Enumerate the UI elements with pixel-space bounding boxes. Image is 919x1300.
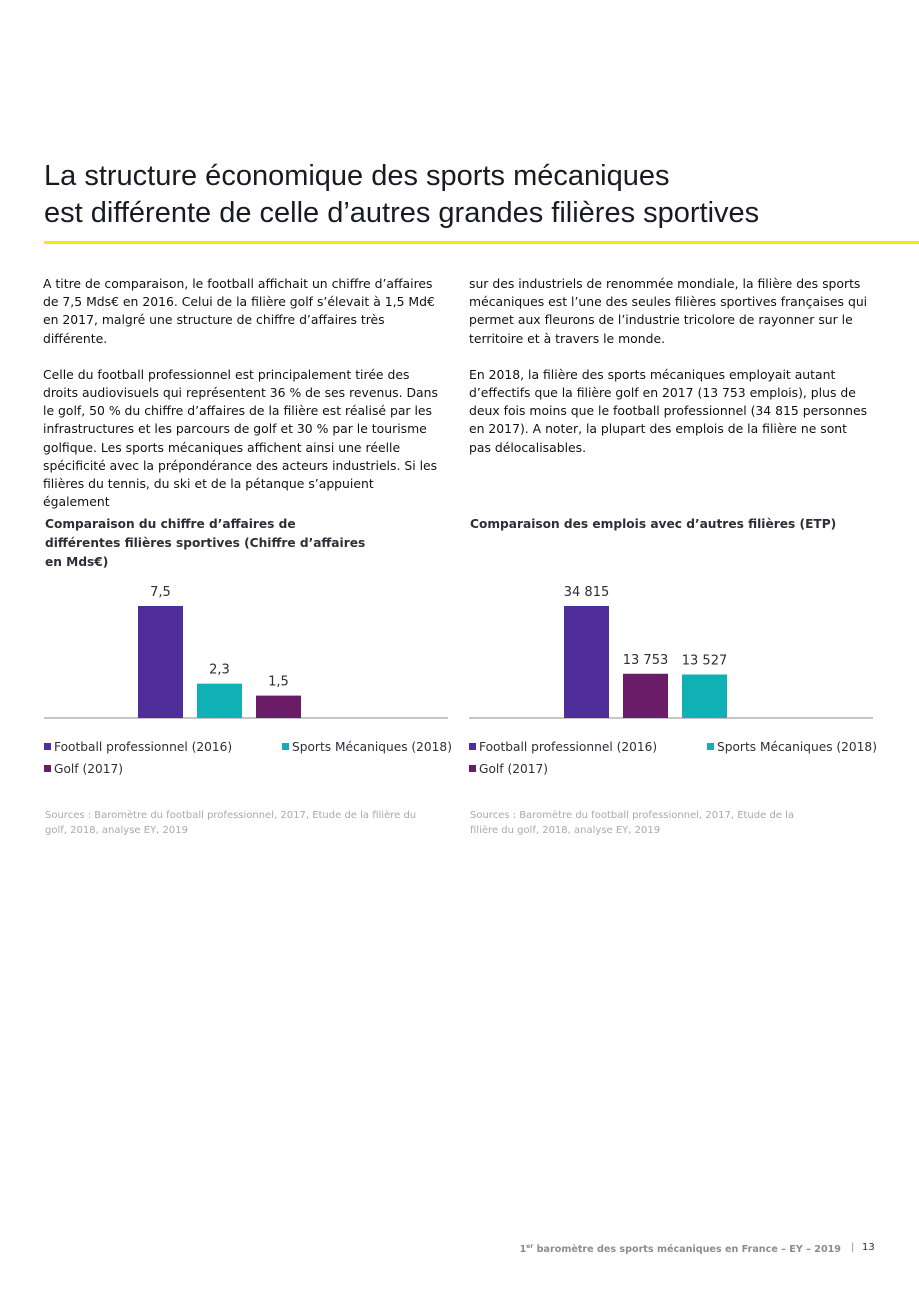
legend-item-football: Football professionnel (2016): [469, 740, 657, 754]
page-title-line-2: est différente de celle d’autres grandes…: [44, 197, 760, 229]
legend-swatch-football: [44, 743, 51, 750]
data-label: 13 753: [623, 653, 669, 668]
legend-label: Football professionnel (2016): [479, 740, 658, 754]
legend-item-golf: Golf (2017): [44, 762, 123, 776]
legend-item-golf: Golf (2017): [469, 762, 548, 776]
footer-superscript: er: [526, 1243, 534, 1250]
bar: [197, 683, 242, 718]
legend-label: Sports Mécaniques (2018): [717, 740, 877, 754]
page-number: 13: [862, 1242, 875, 1253]
legend-label: Golf (2017): [479, 762, 548, 776]
bar: [256, 695, 301, 718]
legend-label: Sports Mécaniques (2018): [292, 740, 452, 754]
paragraph: A titre de comparaison, le football affi…: [43, 276, 435, 346]
paragraph: Celle du football professionnel est prin…: [43, 366, 438, 510]
body-column-right: sur des industriels de renommée mondiale…: [469, 275, 869, 475]
chart-employment-title: Comparaison des emplois avec d’autres fi…: [470, 517, 837, 531]
chart-employment-legend: Football professionnel (2016) Sports Méc…: [469, 740, 877, 780]
legend-swatch-sports-mecaniques: [707, 743, 714, 750]
page-title-line-1: La structure économique des sports mécan…: [44, 160, 670, 192]
data-label: 2,3: [209, 663, 230, 678]
chart-revenue-sources: Sources : Baromètre du football professi…: [45, 810, 417, 836]
bar: [564, 606, 609, 718]
legend-item-sports-mecaniques: Sports Mécaniques (2018): [282, 740, 452, 754]
legend-item-football: Football professionnel (2016): [44, 740, 232, 754]
paragraph: sur des industriels de renommée mondiale…: [469, 276, 868, 346]
data-label: 7,5: [150, 585, 171, 600]
data-label: 1,5: [268, 675, 289, 690]
legend-label: Football professionnel (2016): [54, 740, 233, 754]
chart-revenue-legend: Football professionnel (2016) Sports Méc…: [44, 740, 452, 780]
bar: [682, 674, 727, 718]
legend-item-sports-mecaniques: Sports Mécaniques (2018): [707, 740, 877, 754]
legend-swatch-sports-mecaniques: [282, 743, 289, 750]
paragraph: En 2018, la filière des sports mécanique…: [469, 366, 868, 455]
data-label: 13 527: [682, 653, 728, 668]
footer-prefix: 1: [519, 1244, 527, 1256]
chart-revenue: 7,5 2,3 1,5: [44, 585, 448, 719]
footer-text: baromètre des sports mécaniques en Franc…: [536, 1244, 841, 1256]
legend-swatch-golf: [44, 765, 51, 772]
page-title: La structure économique des sports mécan…: [44, 158, 759, 232]
footer-separator: |: [851, 1242, 855, 1253]
chart-employment: 34 815 13 753 13 527: [469, 585, 873, 719]
data-label: 34 815: [564, 585, 610, 600]
title-underline: [44, 241, 919, 244]
legend-label: Golf (2017): [54, 762, 123, 776]
footer-title: 1er baromètre des sports mécaniques en F…: [520, 1243, 841, 1255]
legend-swatch-football: [469, 743, 476, 750]
bar: [138, 606, 183, 718]
chart-employment-sources: Sources : Baromètre du football professi…: [470, 810, 795, 836]
chart-revenue-title: Comparaison du chiffre d’affaires de dif…: [45, 517, 366, 569]
legend-swatch-golf: [469, 765, 476, 772]
bar: [623, 673, 668, 718]
body-column-left: A titre de comparaison, le football affi…: [43, 275, 443, 529]
